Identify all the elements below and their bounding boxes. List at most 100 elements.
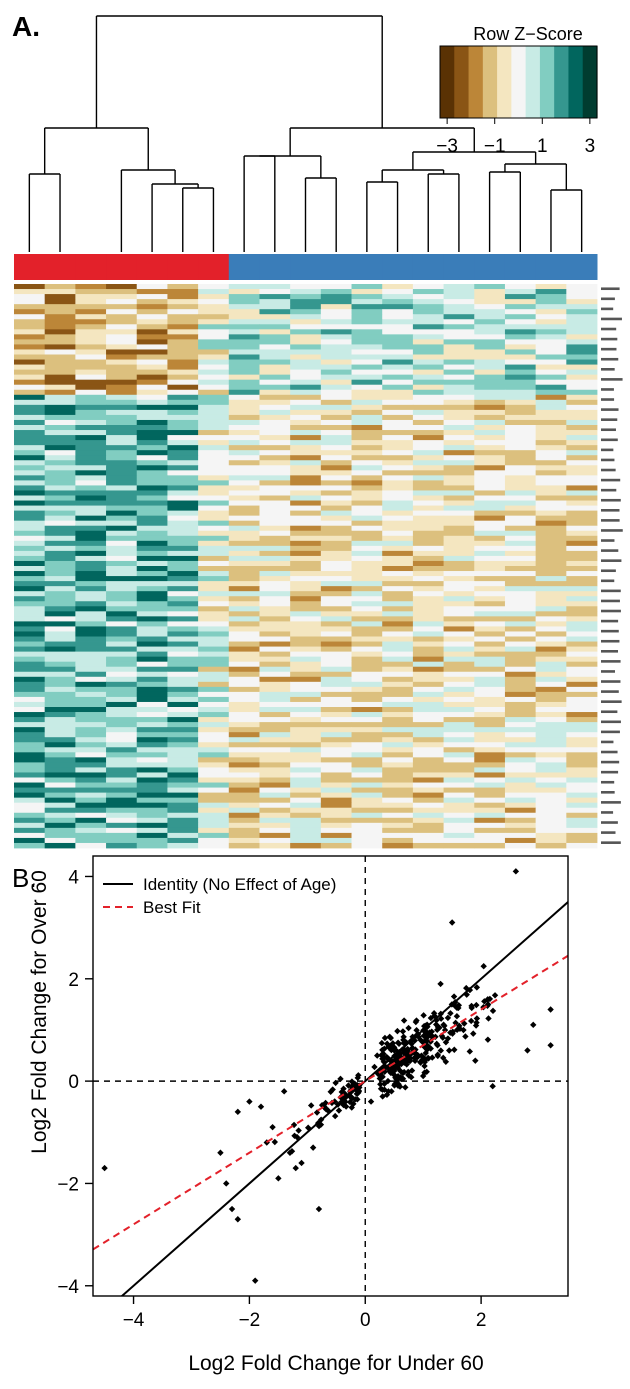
- heatmap-cell: [504, 712, 537, 718]
- heatmap-cell: [382, 641, 414, 647]
- heatmap-cell: [167, 792, 199, 799]
- heatmap-cell: [290, 294, 322, 300]
- heatmap-cell: [106, 822, 138, 829]
- heatmap-cell: [75, 440, 107, 446]
- heatmap-cell: [290, 671, 322, 678]
- heatmap-cell: [167, 822, 199, 829]
- heatmap-cell: [259, 485, 291, 491]
- heatmap-cell: [75, 294, 107, 300]
- heatmap-cell: [14, 430, 46, 436]
- heatmap-cell: [412, 837, 444, 844]
- heatmap-cell: [443, 586, 475, 592]
- heatmap-cell: [535, 284, 567, 290]
- heatmap-cell: [351, 722, 383, 728]
- heatmap-cell: [474, 676, 506, 683]
- heatmap-cell: [75, 389, 107, 396]
- heatmap-cell: [382, 762, 414, 768]
- heatmap-cell: [14, 822, 46, 829]
- gene-label-mark: [601, 559, 622, 562]
- heatmap-cell: [351, 591, 383, 597]
- heatmap-cell: [290, 797, 322, 804]
- data-point: [371, 1063, 378, 1071]
- heatmap-cell: [443, 329, 475, 335]
- data-point: [412, 1050, 419, 1058]
- heatmap-cell: [474, 762, 506, 768]
- heatmap-cell: [566, 359, 598, 365]
- heatmap-cell: [259, 701, 291, 708]
- heatmap-cell: [259, 445, 291, 451]
- gene-label-mark: [601, 468, 616, 472]
- heatmap-cell: [351, 485, 383, 491]
- heatmap-cell: [136, 535, 168, 542]
- heatmap-cell: [443, 369, 475, 376]
- heatmap-cell: [504, 349, 537, 355]
- heatmap-cell: [228, 364, 260, 371]
- heatmap-cell: [14, 661, 46, 668]
- heatmap-cell: [382, 470, 414, 476]
- heatmap-cell: [106, 566, 138, 572]
- heatmap-cell: [504, 601, 537, 607]
- heatmap-cell: [228, 576, 260, 582]
- heatmap-cell: [382, 540, 414, 547]
- heatmap-cell: [44, 701, 76, 708]
- heatmap-cell: [474, 540, 506, 547]
- heatmap-cell: [504, 480, 537, 486]
- heatmap-cell: [198, 485, 230, 491]
- heatmap-cell: [351, 430, 383, 436]
- heatmap-cell: [535, 435, 567, 441]
- heatmap-cell: [198, 465, 230, 471]
- heatmap-cell: [259, 419, 291, 426]
- heatmap-cell: [504, 792, 537, 799]
- heatmap-cell: [474, 530, 506, 537]
- heatmap-cell: [382, 626, 414, 632]
- heatmap-cell: [198, 314, 230, 320]
- heatmap-cell: [320, 792, 352, 799]
- heatmap-cell: [198, 419, 230, 426]
- heatmap-cell: [443, 701, 475, 708]
- heatmap-cell: [14, 827, 46, 834]
- heatmap-cell: [351, 329, 383, 335]
- heatmap-cell: [535, 626, 567, 632]
- heatmap-cell: [443, 621, 475, 627]
- heatmap-cell: [382, 636, 414, 642]
- heatmap-cell: [412, 480, 444, 486]
- heatmap-cell: [290, 581, 322, 587]
- heatmap-cell: [474, 545, 506, 552]
- heatmap-cell: [228, 767, 260, 773]
- heatmap-cell: [474, 379, 506, 386]
- heatmap-cell: [228, 545, 260, 552]
- heatmap-cell: [566, 681, 598, 688]
- data-point: [447, 1010, 454, 1017]
- heatmap-cell: [75, 309, 107, 315]
- heatmap-cell: [259, 560, 291, 567]
- heatmap-cell: [382, 827, 414, 834]
- heatmap-cell: [198, 535, 230, 542]
- color-key-swatch: [582, 46, 598, 118]
- data-point: [394, 1064, 401, 1071]
- heatmap-cell: [44, 631, 76, 637]
- heatmap-cell: [259, 832, 291, 839]
- data-point: [101, 1164, 108, 1172]
- heatmap-cell: [290, 616, 322, 622]
- heatmap-cell: [351, 621, 383, 627]
- heatmap-cell: [566, 611, 598, 617]
- heatmap-cell: [167, 404, 199, 411]
- heatmap-cell: [504, 626, 537, 632]
- heatmap-cell: [198, 601, 230, 607]
- color-key-swatch: [525, 46, 541, 118]
- heatmap-cell: [14, 475, 46, 481]
- heatmap-cell: [474, 389, 506, 396]
- heatmap-cell: [351, 696, 383, 703]
- heatmap-cell: [198, 767, 230, 773]
- heatmap-cell: [167, 581, 199, 587]
- heatmap-cell: [382, 581, 414, 587]
- heatmap-cell: [535, 344, 567, 350]
- sample-group-cell: [75, 254, 107, 280]
- heatmap-cell: [228, 747, 260, 753]
- heatmap-cell: [535, 324, 567, 330]
- heatmap-cell: [504, 686, 537, 693]
- heatmap-cell: [198, 490, 230, 496]
- heatmap-cell: [228, 691, 260, 698]
- heatmap-cell: [106, 581, 138, 587]
- heatmap-cell: [320, 324, 352, 330]
